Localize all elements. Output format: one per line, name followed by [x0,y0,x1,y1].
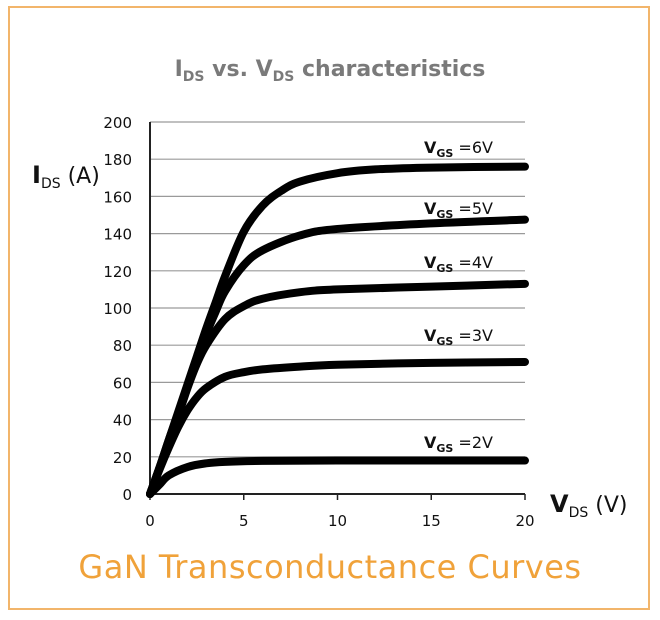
y-tick-label: 100 [103,300,132,318]
x-tick-label: 5 [239,512,249,530]
y-tick-label: 40 [113,412,132,430]
y-tick-labels: 0 20 40 60 80 100 120 140 160 180 200 [103,114,132,504]
series-line-vgs-6v [146,162,529,498]
series-line-vgs-2v [146,456,529,498]
y-tick-label: 140 [103,226,132,244]
grid [149,121,526,500]
x-tick-label: 10 [328,512,347,530]
series-label-vgs-2v: VGS =2V [424,433,493,455]
series-label-vgs-3v: VGS =3V [424,326,493,348]
x-tick-label: 0 [145,512,155,530]
x-tick-labels: 0 5 10 15 20 [145,512,534,530]
x-axis-label: VDS (V) [550,490,627,521]
series-lines [146,162,529,498]
series-line-vgs-3v [146,357,529,498]
series-label-vgs-5v: VGS =5V [424,199,493,221]
y-tick-label: 60 [113,374,132,392]
series-labels: VGS =2V VGS =3V VGS =4V VGS =5V VGS =6V [424,138,493,455]
y-tick-label: 20 [113,449,132,467]
series-label-vgs-6v: VGS =6V [424,138,493,160]
y-tick-label: 120 [103,263,132,281]
chart-title: IDS vs. VDS characteristics [175,57,486,85]
series-label-vgs-4v: VGS =4V [424,253,493,275]
y-tick-label: 0 [122,486,132,504]
y-tick-label: 160 [103,188,132,206]
y-tick-label: 180 [103,151,132,169]
y-tick-label: 200 [103,114,132,132]
x-tick-label: 20 [515,512,534,530]
figure-caption: GaN Transconductance Curves [78,548,582,586]
y-tick-label: 80 [113,337,132,355]
x-tick-label: 15 [422,512,441,530]
y-axis-label: IDS (A) [32,161,100,192]
